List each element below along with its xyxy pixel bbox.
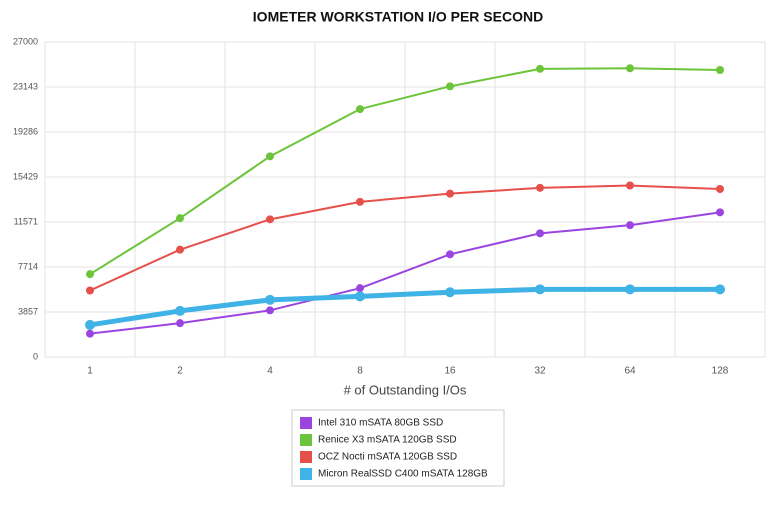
data-point [716, 185, 724, 193]
x-tick-label: 32 [534, 366, 546, 377]
data-point [625, 284, 635, 295]
series-line [89, 184, 721, 292]
data-point [445, 287, 455, 298]
data-point [716, 66, 724, 74]
data-point [536, 229, 544, 238]
data-point [536, 183, 544, 192]
series-line [89, 286, 720, 328]
data-point [176, 245, 184, 254]
y-tick-label: 27000 [13, 36, 38, 46]
x-tick-label: 1 [87, 366, 93, 377]
data-point [446, 250, 454, 259]
y-tick-label: 15429 [13, 171, 38, 181]
legend-swatch [300, 451, 312, 463]
legend-label: Renice X3 mSATA 120GB SSD [318, 435, 457, 446]
data-point [266, 215, 274, 224]
legend-label: Intel 310 mSATA 80GB SSD [318, 418, 443, 429]
x-tick-label: 2 [177, 366, 183, 377]
x-tick-label: 128 [712, 366, 729, 377]
y-tick-label: 7714 [18, 261, 38, 271]
x-tick-label: 16 [444, 366, 456, 377]
y-tick-label: 0 [33, 351, 38, 361]
legend-swatch [300, 417, 312, 429]
y-tick-label: 23143 [13, 81, 38, 91]
data-point [626, 181, 634, 190]
data-point [86, 270, 94, 279]
data-point [355, 291, 365, 302]
data-point [86, 286, 94, 295]
x-axis-label: # of Outstanding I/Os [344, 382, 467, 397]
data-point [356, 197, 364, 206]
data-point [175, 305, 185, 316]
data-point [86, 329, 94, 338]
data-point [176, 319, 184, 328]
data-point [356, 105, 364, 114]
legend-swatch [300, 468, 312, 480]
legend-box [291, 409, 505, 487]
data-point [265, 294, 275, 305]
data-point [446, 189, 454, 198]
data-point [715, 284, 725, 295]
x-tick-label: 8 [357, 366, 363, 377]
data-point [356, 284, 364, 293]
y-tick-label: 19286 [13, 126, 38, 136]
x-tick-label: 64 [624, 366, 636, 377]
series-line [89, 211, 721, 335]
data-point [716, 208, 724, 217]
chart-title: IOMETER WORKSTATION I/O PER SECOND [253, 9, 543, 25]
data-point [536, 64, 544, 73]
data-point [85, 319, 95, 330]
y-tick-label: 3857 [18, 306, 38, 316]
data-point [266, 306, 274, 315]
data-point [626, 221, 634, 230]
legend-label: Micron RealSSD C400 mSATA 128GB [318, 469, 488, 480]
data-point [176, 214, 184, 223]
data-point [626, 64, 634, 73]
series-line [89, 67, 721, 276]
legend-swatch [300, 434, 312, 446]
y-tick-label: 11571 [14, 216, 38, 226]
data-point [266, 152, 274, 161]
data-point [535, 284, 545, 295]
data-point [446, 82, 454, 91]
legend-label: OCZ Nocti mSATA 120GB SSD [318, 452, 457, 463]
x-tick-label: 4 [267, 366, 273, 377]
